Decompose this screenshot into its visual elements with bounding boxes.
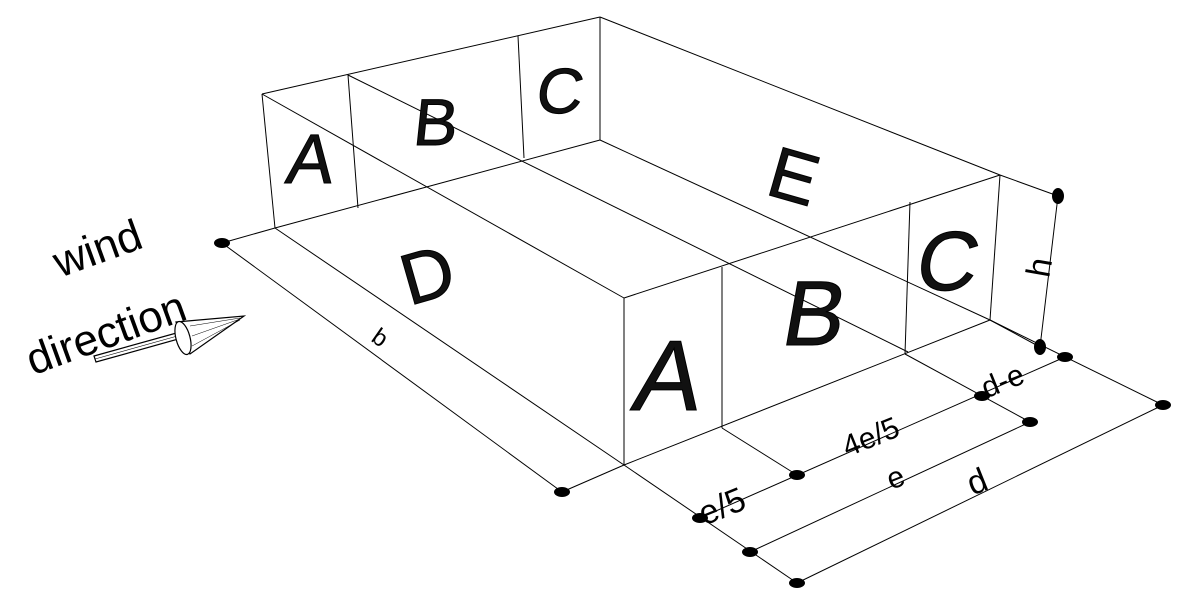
edge-top-left <box>261 16 601 95</box>
building-wireframe <box>261 16 1001 466</box>
zone-label-front-c: C <box>910 214 987 308</box>
dimension-lines <box>221 174 1164 584</box>
dim-h-extension-top <box>999 174 1059 197</box>
edge-vert-back-left <box>261 93 276 229</box>
dim-chain-line <box>699 356 1066 519</box>
dim-label-b: b <box>367 323 393 353</box>
edge-top-front <box>261 93 625 299</box>
zone-label-leeward-e: E <box>759 132 827 222</box>
arrow-icon <box>93 315 247 363</box>
divider-back-bc <box>517 35 525 159</box>
wind-label-line1: wind <box>46 210 149 287</box>
dot-chain-4e5 <box>974 391 990 401</box>
dot-b-bottom <box>554 487 570 497</box>
zone-label-front-a: A <box>626 321 713 432</box>
arrow-head-hatch-1 <box>189 317 241 327</box>
dim-ext-front-corner <box>623 464 798 584</box>
zone-label-back-a: A <box>282 119 340 198</box>
dot-h-bottom <box>1034 339 1046 355</box>
divider-back-ab <box>347 74 359 209</box>
edge-bottom-left <box>274 227 625 466</box>
dimension-dots <box>214 188 1171 588</box>
dim-label-4e5: 4e/5 <box>838 411 905 463</box>
edge-vert-right <box>989 174 1001 321</box>
edge-floor-left <box>274 139 601 229</box>
arrow-head-base <box>174 320 192 356</box>
dim-h-line <box>1039 195 1059 348</box>
zone-label-windward-d: D <box>392 230 464 321</box>
arrow-head-hatch-2 <box>191 318 241 337</box>
edge-top-right <box>623 174 1001 299</box>
dim-b-extension-top <box>221 227 276 244</box>
zone-label-back-b: B <box>410 86 462 160</box>
dim-d-line <box>796 404 1164 584</box>
dot-d-start <box>789 578 805 588</box>
divider-right-bc <box>904 201 911 355</box>
dot-chain-e5 <box>789 470 805 480</box>
dim-ext-back-corner <box>989 319 1164 406</box>
dot-b-top <box>214 238 230 248</box>
dot-chain-end <box>1057 352 1073 362</box>
dim-e-line <box>749 421 1031 553</box>
dim-label-d: d <box>961 461 993 503</box>
dot-chain-start <box>692 513 708 523</box>
edge-floor-back <box>599 139 991 321</box>
wind-direction-group: wind direction <box>19 210 247 385</box>
zone-letters: A B C D E A B C <box>282 55 988 433</box>
wind-label-line2: direction <box>19 282 192 385</box>
dim-label-e5: e/5 <box>693 480 751 533</box>
dot-d-end <box>1155 400 1171 410</box>
divider-back-diagonal <box>347 74 909 353</box>
dim-label-h: h <box>1019 255 1060 280</box>
dot-e-end <box>1022 417 1038 427</box>
edge-bottom-front <box>623 319 991 466</box>
dim-label-e: e <box>882 460 910 497</box>
arrow-shaft-hatch <box>94 334 182 360</box>
dot-h-top <box>1052 188 1064 204</box>
edge-top-back <box>599 16 1001 176</box>
dot-e-start <box>742 547 758 557</box>
dim-ext-divider-ab <box>721 427 798 476</box>
arrow-head-hatch-3 <box>191 319 241 347</box>
zone-label-front-b: B <box>776 262 856 365</box>
dim-b-line <box>221 242 563 493</box>
zone-label-back-c: C <box>532 55 588 127</box>
dim-b-extension-bottom <box>561 464 625 493</box>
dim-ext-divider-bc <box>904 353 1031 423</box>
